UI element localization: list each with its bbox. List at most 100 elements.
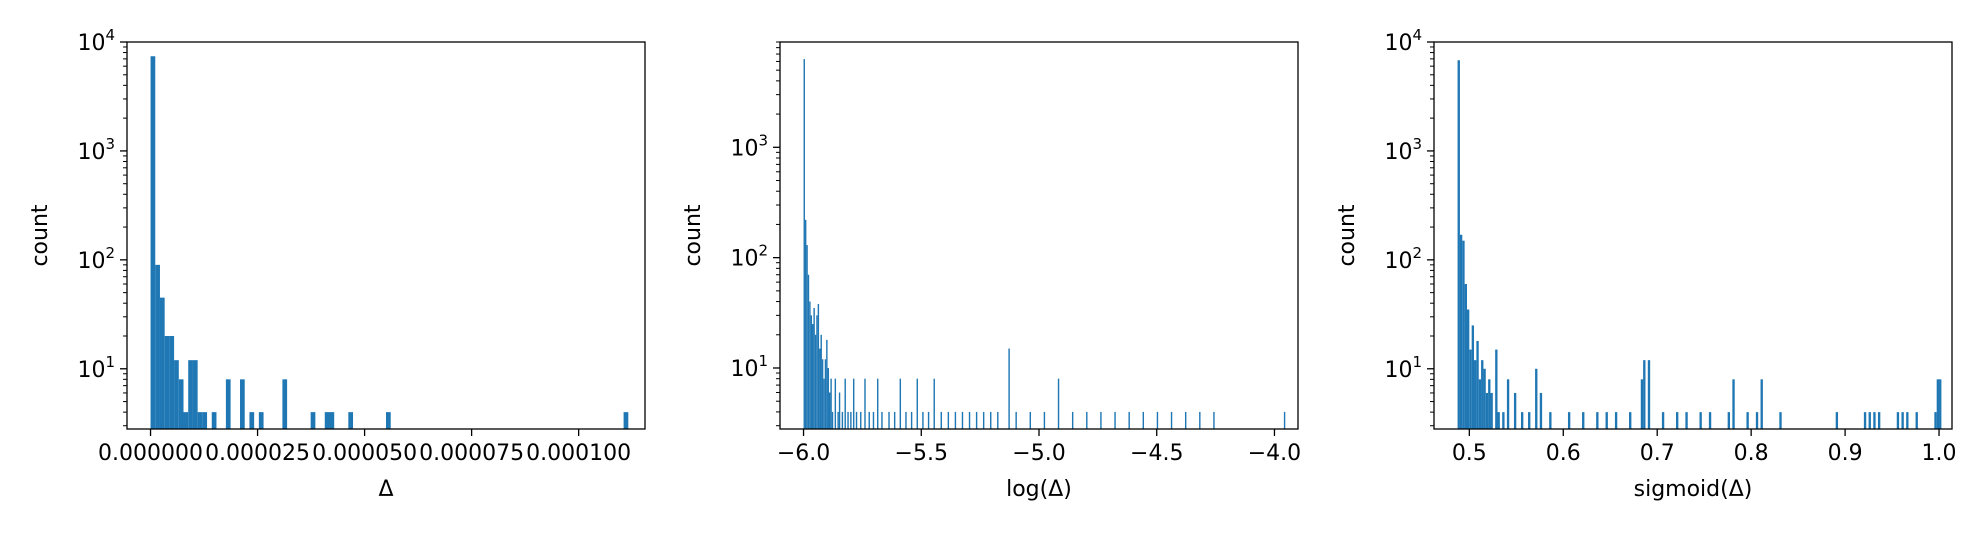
- x-tick-label: −4.0: [1248, 441, 1301, 466]
- histogram-bar: [1901, 412, 1904, 429]
- histogram-bar: [905, 411, 907, 429]
- x-tick-label: 0.6: [1546, 441, 1581, 466]
- y-tick-base: 10: [730, 357, 758, 382]
- histogram-panel-3: 0.5 0.6 0.7 0.8 0.9 1.0101102103104sigmoid(Δ)…: [1335, 26, 1957, 502]
- histogram-bar: [1567, 412, 1571, 429]
- histogram-bar: [1699, 412, 1702, 429]
- y-tick-exponent: 3: [105, 135, 115, 153]
- histogram-bar: [1640, 379, 1644, 429]
- histogram-bar: [1495, 349, 1498, 429]
- y-tick-base: 10: [730, 136, 758, 161]
- histogram-bar: [1462, 240, 1465, 429]
- histogram-bar: [348, 412, 354, 429]
- histogram-bar: [831, 411, 834, 429]
- x-tick-label: 0.7: [1640, 441, 1675, 466]
- axes-frame: [126, 41, 646, 430]
- histogram-bar: [927, 411, 930, 429]
- y-tick-exponent: 3: [758, 131, 768, 149]
- y-tick-label: 104: [77, 26, 115, 56]
- histogram-bar: [922, 411, 924, 429]
- histogram-bar: [1614, 412, 1618, 429]
- histogram-bar: [1727, 412, 1731, 429]
- histogram-bar: [1936, 379, 1940, 429]
- y-tick-base: 10: [77, 140, 105, 165]
- histogram-bar: [864, 378, 866, 429]
- histogram-bar: [1184, 411, 1187, 429]
- y-tick-base: 10: [1384, 140, 1412, 165]
- histogram-bar: [817, 304, 820, 429]
- y-tick-label: 101: [77, 353, 115, 383]
- histogram-bar: [1488, 379, 1491, 429]
- histogram-bar: [1915, 412, 1918, 429]
- histogram-bar: [812, 324, 814, 429]
- histogram-bar: [249, 412, 255, 429]
- histogram-bar: [872, 411, 875, 429]
- histogram-bar: [1877, 412, 1881, 429]
- histogram-bar: [169, 335, 175, 429]
- histogram-bar: [202, 412, 208, 429]
- histogram-bar: [1029, 411, 1031, 429]
- y-axis-label: count: [28, 204, 53, 266]
- histogram-bar: [838, 392, 841, 429]
- histogram-bar: [1647, 360, 1651, 429]
- histogram-bar: [933, 378, 935, 429]
- x-axis-label: sigmoid(Δ): [1634, 477, 1753, 502]
- histogram-bar: [1459, 234, 1463, 429]
- histogram-bar: [1939, 379, 1942, 429]
- histogram-bar: [1746, 412, 1749, 429]
- y-tick-exponent: 1: [758, 352, 768, 370]
- histogram-bar: [893, 411, 896, 429]
- histogram-bar: [954, 411, 957, 429]
- histogram-bar: [1043, 411, 1046, 429]
- x-tick-label: 0.000075: [419, 441, 524, 466]
- histogram-bar: [824, 359, 827, 429]
- y-tick-exponent: 4: [1412, 26, 1422, 44]
- histogram-bar: [826, 339, 828, 429]
- histogram-bar: [881, 411, 883, 429]
- y-tick-exponent: 3: [1412, 135, 1422, 153]
- histogram-bar: [197, 412, 203, 429]
- histogram-bar: [916, 378, 918, 429]
- y-tick-label: 102: [1384, 244, 1422, 274]
- histogram-bar: [814, 334, 817, 429]
- histogram-bar: [803, 59, 805, 430]
- histogram-bar: [1283, 411, 1286, 429]
- bars: [1457, 60, 1942, 430]
- histogram-bar: [813, 307, 815, 429]
- histogram-bar: [1629, 412, 1632, 429]
- y-tick-base: 10: [77, 249, 105, 274]
- y-tick-base: 10: [1384, 249, 1412, 274]
- histogram-bar: [968, 411, 971, 429]
- histogram-bar: [1539, 392, 1543, 429]
- histogram-bar: [1170, 411, 1173, 429]
- histogram-bar: [860, 411, 862, 429]
- histogram-bar: [211, 412, 217, 429]
- y-tick-label: 103: [77, 135, 115, 165]
- histogram-bar: [1528, 412, 1531, 429]
- histogram-bar: [310, 412, 316, 429]
- y-tick-exponent: 2: [105, 244, 115, 262]
- histogram-bar: [997, 411, 999, 429]
- y-tick-base: 10: [730, 247, 758, 272]
- histogram-bar: [1483, 368, 1486, 429]
- bars: [803, 59, 1286, 430]
- histogram-bar: [816, 315, 818, 429]
- histogram-bar: [159, 297, 165, 429]
- histogram-bar: [1685, 412, 1688, 429]
- histogram-bar: [1513, 392, 1517, 429]
- y-tick-base: 10: [77, 358, 105, 383]
- bars: [150, 56, 629, 430]
- histogram-bar: [899, 378, 902, 429]
- histogram-bar: [830, 378, 832, 429]
- y-tick-label: 101: [1384, 353, 1422, 383]
- histogram-bar: [1476, 340, 1479, 429]
- histogram-bar: [1057, 378, 1060, 429]
- histogram-bar: [807, 274, 810, 429]
- histogram-bar: [877, 378, 879, 429]
- histogram-bar: [1469, 349, 1472, 429]
- histogram-bar: [324, 412, 330, 429]
- histogram-bar: [837, 411, 839, 429]
